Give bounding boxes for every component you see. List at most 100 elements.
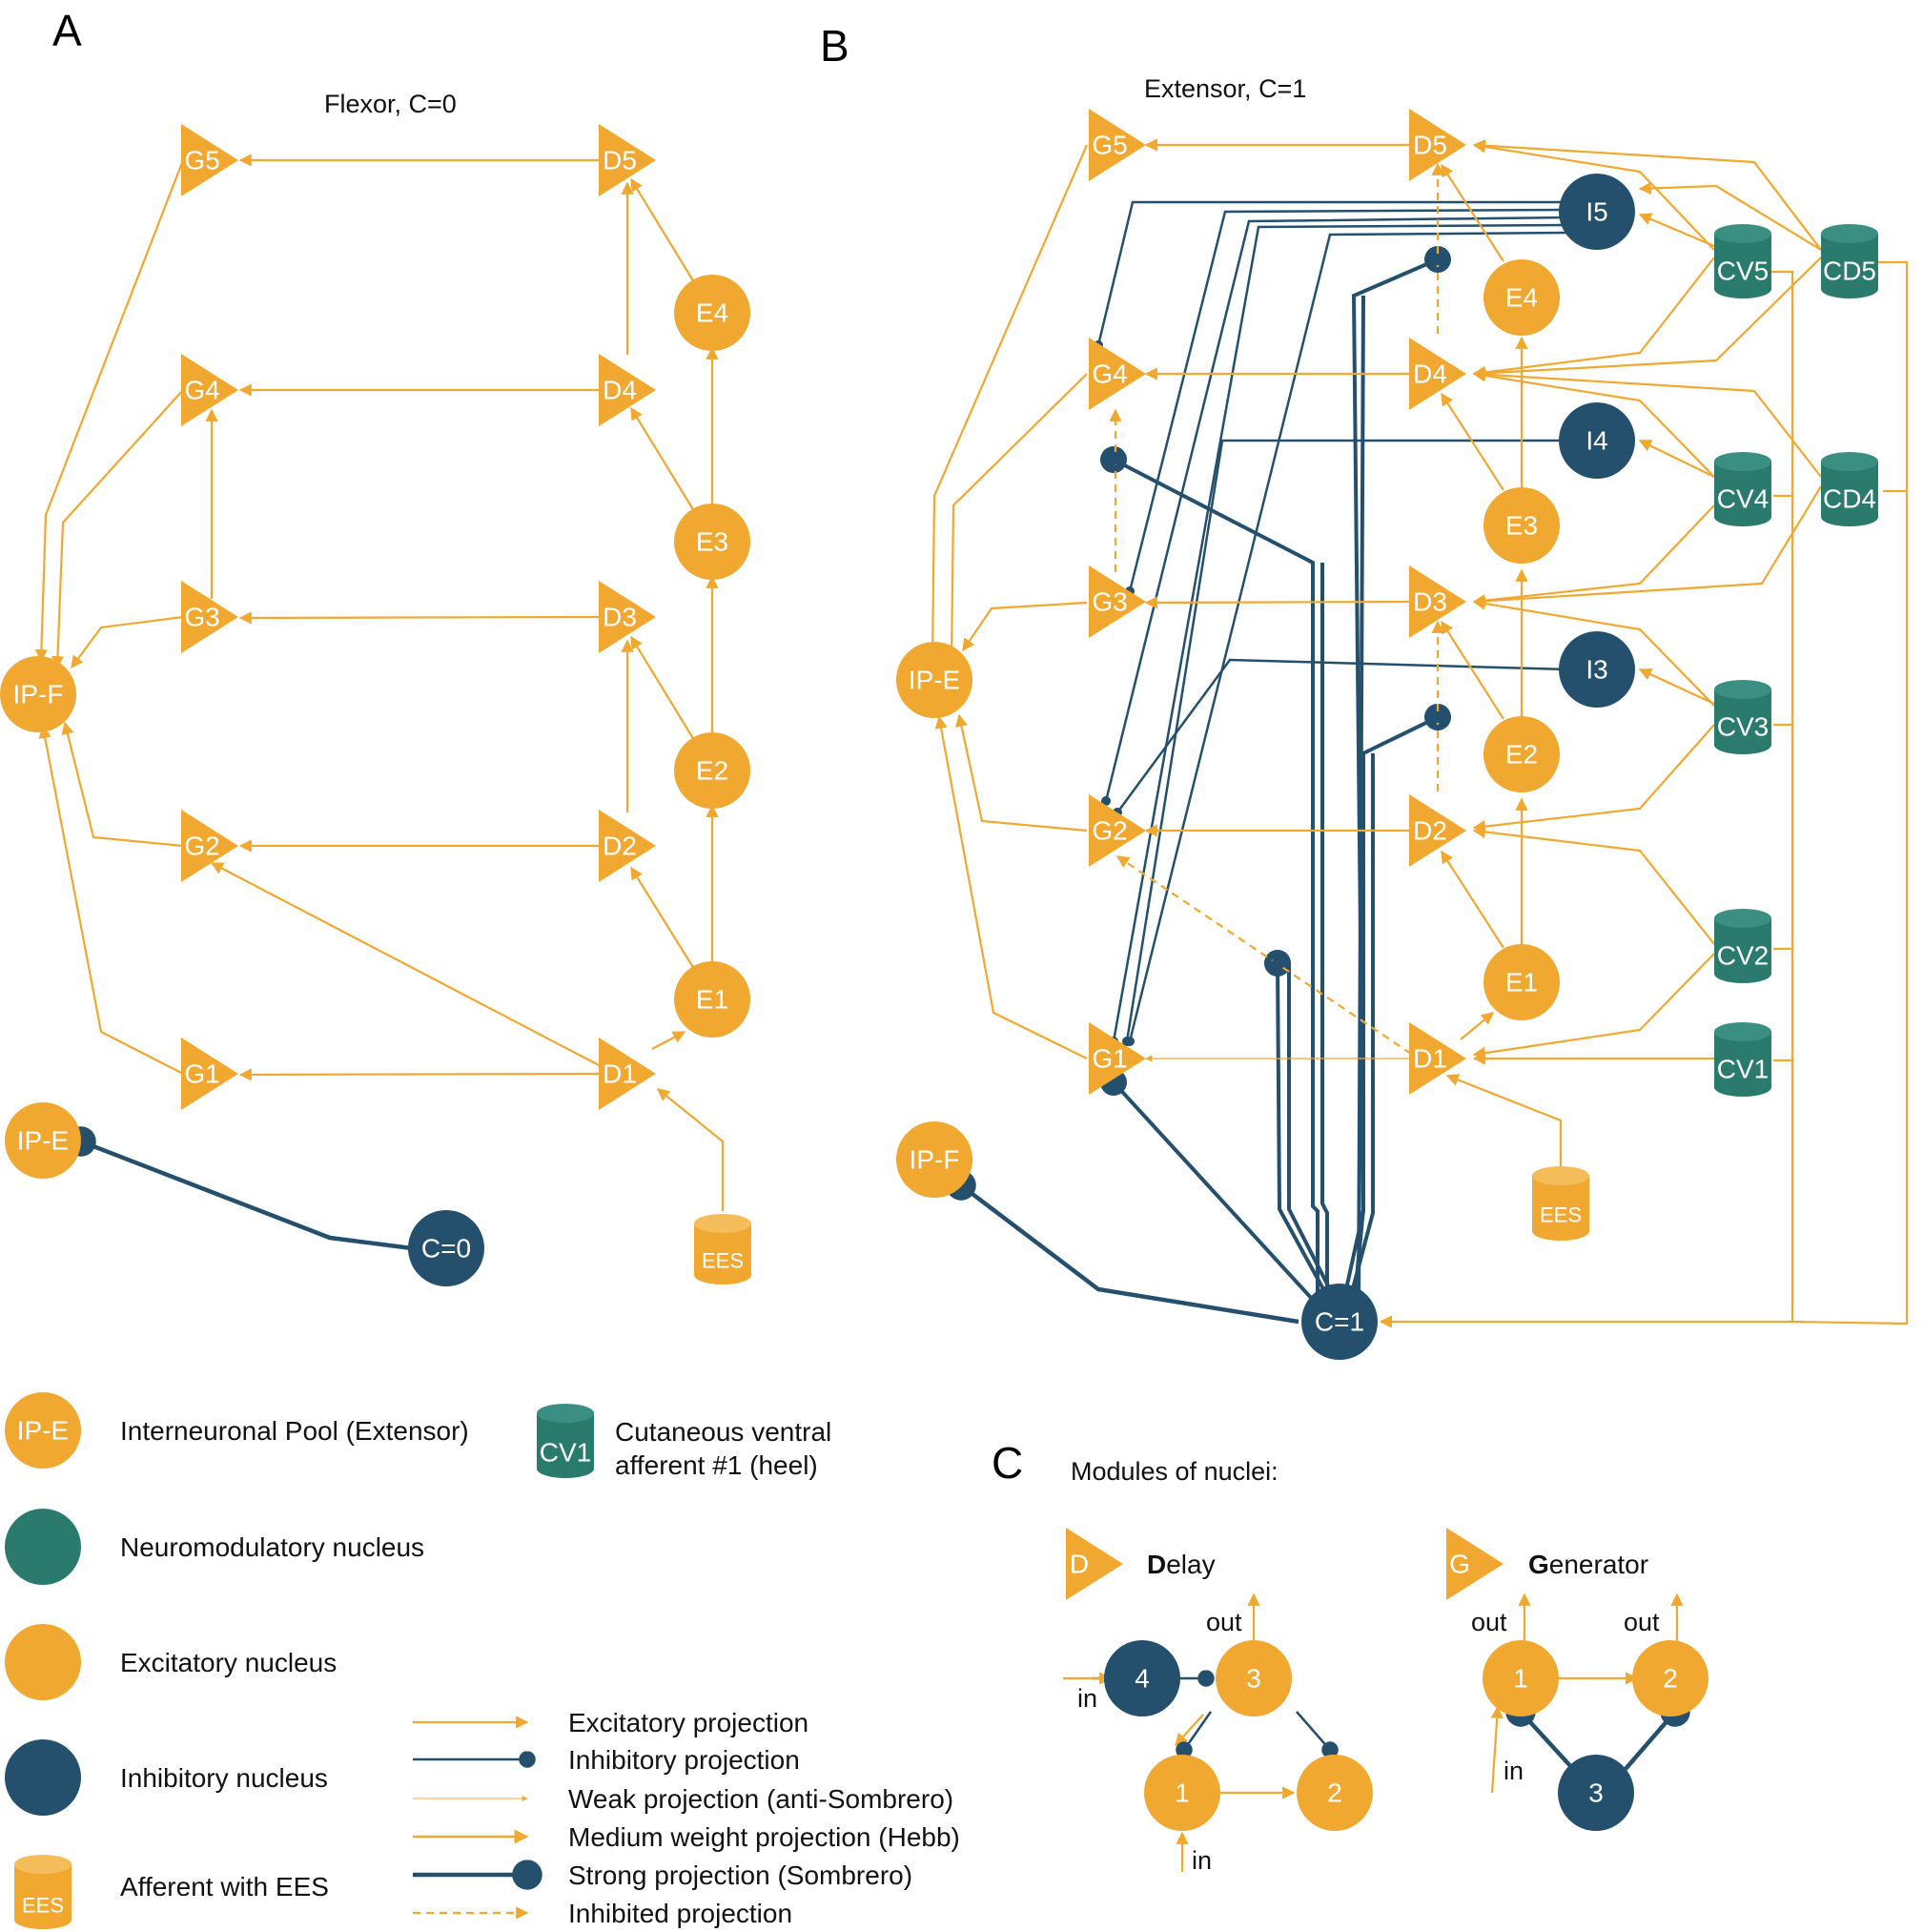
- cutaneous-ventral-cv5: CV5: [1714, 224, 1771, 298]
- svg-text:3: 3: [1588, 1778, 1604, 1808]
- svg-text:Strong projection (Sombrero): Strong projection (Sombrero): [568, 1860, 912, 1890]
- panel-a-title: Flexor, C=0: [324, 90, 457, 118]
- delay-out-label: out: [1206, 1608, 1242, 1636]
- generator-node-g3: G3: [181, 581, 238, 653]
- generator-node-g2: G2: [1089, 794, 1146, 867]
- delay-node-d4: D4: [599, 354, 656, 426]
- edge: [51, 389, 184, 669]
- generator-node-g4: G4: [181, 354, 238, 426]
- delay-node-d3: D3: [1409, 565, 1466, 638]
- panel-a: A Flexor, C=0: [0, 6, 751, 1286]
- cutaneous-ventral-cv3: CV3: [1714, 680, 1771, 754]
- delay-in-bottom-label: in: [1192, 1846, 1212, 1875]
- ees-afferent-node: EES: [1532, 1166, 1589, 1241]
- panel-b-title: Extensor, C=1: [1144, 74, 1306, 103]
- svg-text:D3: D3: [1413, 587, 1447, 617]
- generator-node-g5: G5: [1089, 109, 1146, 181]
- ip-e-node: IP-E: [896, 642, 972, 718]
- generator-symbol: G: [1449, 1550, 1470, 1579]
- svg-text:D1: D1: [1413, 1044, 1447, 1074]
- svg-text:G1: G1: [1092, 1044, 1127, 1074]
- cutaneous-ventral-cv2: CV2: [1714, 909, 1771, 983]
- panel-a-edges: [34, 154, 725, 1211]
- svg-text:G2: G2: [184, 832, 219, 861]
- ees-afferent-node: EES: [694, 1214, 751, 1285]
- delay-node-4: 4: [1104, 1640, 1180, 1716]
- generator-node-g4: G4: [1089, 338, 1146, 410]
- generator-node-3: 3: [1558, 1755, 1634, 1831]
- delay-symbol: D: [1070, 1550, 1089, 1579]
- edge: [656, 1088, 725, 1211]
- legend-excitatory: Excitatory nucleus: [5, 1624, 337, 1700]
- svg-text:CV2: CV2: [1717, 941, 1769, 971]
- svg-text:E1: E1: [696, 985, 728, 1015]
- svg-text:E4: E4: [1505, 283, 1538, 313]
- svg-text:IP-F: IP-F: [13, 680, 64, 709]
- inhibitory-node-i5: I5: [1559, 174, 1635, 250]
- control-node-c1: C=1: [1301, 1284, 1378, 1360]
- generator-node-g1: G1: [181, 1038, 238, 1110]
- svg-text:Inhibitory projection: Inhibitory projection: [568, 1745, 800, 1775]
- edge: [210, 862, 602, 1067]
- svg-text:E3: E3: [1505, 511, 1538, 541]
- svg-text:IP-E: IP-E: [17, 1416, 69, 1446]
- excitatory-node-e1: E1: [1483, 944, 1560, 1020]
- generator-node-2: 2: [1632, 1640, 1708, 1716]
- svg-text:D5: D5: [603, 146, 637, 175]
- svg-text:IP-E: IP-E: [909, 666, 960, 695]
- svg-text:G5: G5: [184, 146, 219, 175]
- generator-module: G Generator 1 2 3 out out in: [1446, 1528, 1708, 1831]
- panel-b: B Extensor, C=1: [820, 21, 1909, 1360]
- svg-text:Inhibitory nucleus: Inhibitory nucleus: [120, 1763, 328, 1793]
- legend: IP-E Interneuronal Pool (Extensor) CV1 C…: [5, 1392, 960, 1929]
- edge: [238, 1068, 600, 1081]
- ip-e-node: IP-E: [5, 1102, 81, 1179]
- delay-node-1: 1: [1144, 1755, 1220, 1831]
- legend-cv1: CV1 Cutaneous ventral afferent #1 (heel): [537, 1404, 831, 1480]
- excitatory-node-e3: E3: [674, 504, 750, 580]
- svg-text:4: 4: [1135, 1664, 1150, 1694]
- inhibition-dot: [1432, 711, 1443, 723]
- svg-text:1: 1: [1513, 1664, 1528, 1694]
- edge: [651, 1031, 686, 1050]
- svg-text:D4: D4: [603, 376, 637, 405]
- cutaneous-dorsal-cd5: CD5: [1821, 224, 1878, 298]
- svg-text:Afferent with EES: Afferent with EES: [120, 1872, 329, 1901]
- excitatory-node-e3: E3: [1483, 487, 1560, 564]
- svg-text:E3: E3: [696, 527, 728, 557]
- svg-text:CV4: CV4: [1717, 484, 1769, 514]
- ip-f-node: IP-F: [0, 656, 76, 732]
- svg-text:3: 3: [1246, 1664, 1261, 1694]
- legend-afferent-ees: EES Afferent with EES: [14, 1855, 329, 1929]
- delay-node-d2: D2: [599, 810, 656, 882]
- svg-text:Excitatory projection: Excitatory projection: [568, 1708, 808, 1737]
- svg-text:CV5: CV5: [1717, 257, 1769, 286]
- svg-text:Excitatory nucleus: Excitatory nucleus: [120, 1648, 337, 1677]
- excitatory-node-e1: E1: [674, 961, 750, 1038]
- svg-text:G2: G2: [1092, 816, 1127, 846]
- svg-text:1: 1: [1175, 1778, 1190, 1808]
- legend-ipe: IP-E Interneuronal Pool (Extensor): [5, 1392, 469, 1469]
- excitatory-node-e4: E4: [1483, 259, 1560, 336]
- delay-node-d1: D1: [599, 1038, 656, 1110]
- delay-title: Delay: [1147, 1550, 1216, 1579]
- svg-text:D5: D5: [1413, 131, 1447, 160]
- panel-c: C Modules of nuclei: D Delay 4 3 1 2 out: [992, 1438, 1708, 1875]
- excitatory-node-e2: E2: [1483, 716, 1560, 792]
- edge-inhibitory: [66, 1126, 413, 1251]
- panel-b-nodes: G5 G4 G3 G2 G1 D5 D4 D3 D2 D1 E4 E3 E2 E…: [896, 109, 1878, 1360]
- generator-title: Generator: [1528, 1550, 1648, 1579]
- generator-node-g1: G1: [1089, 1022, 1146, 1095]
- panel-b-inhibited-edges: [1109, 162, 1444, 1055]
- inhibitory-node-i3: I3: [1559, 631, 1635, 708]
- ip-f-node: IP-F: [896, 1121, 972, 1198]
- generator-out2-label: out: [1624, 1608, 1660, 1636]
- svg-text:G3: G3: [184, 603, 219, 632]
- svg-text:G5: G5: [1092, 131, 1127, 160]
- edge: [38, 725, 184, 1075]
- edge: [238, 611, 600, 625]
- generator-in-label: in: [1504, 1757, 1524, 1785]
- svg-text:D4: D4: [1413, 360, 1447, 389]
- panel-c-title: Modules of nuclei:: [1071, 1457, 1279, 1486]
